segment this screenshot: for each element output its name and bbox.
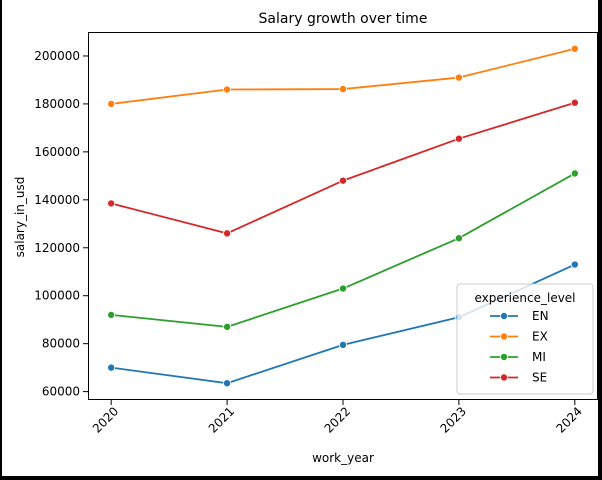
data-point (223, 85, 232, 94)
y-tick-label: 120000 (34, 241, 80, 255)
chart-title: Salary growth over time (259, 11, 428, 27)
data-point (570, 169, 579, 178)
data-point (454, 73, 463, 82)
data-point (338, 284, 347, 293)
y-tick-label: 80000 (42, 337, 80, 351)
data-point (454, 134, 463, 143)
data-point (223, 379, 232, 388)
legend-marker (499, 352, 508, 361)
x-tick-label: 2024 (553, 404, 584, 435)
data-point (338, 340, 347, 349)
plot-area-frame (88, 32, 598, 400)
x-axis-label: work_year (312, 451, 374, 465)
series-line (111, 47, 576, 105)
data-point (570, 44, 579, 53)
data-point (338, 176, 347, 185)
x-tick-label: 2020 (90, 404, 121, 435)
legend-marker (499, 373, 508, 382)
data-point (223, 322, 232, 331)
legend-marker (499, 311, 508, 320)
data-point (107, 99, 116, 108)
y-tick-label: 180000 (34, 97, 80, 111)
y-axis-label: salary_in_usd (13, 177, 27, 258)
legend: experience_level EN EX MI SE (456, 283, 594, 395)
y-tick-label: 140000 (34, 193, 80, 207)
legend-label: MI (532, 350, 546, 364)
legend-item-ex: EX (490, 330, 548, 344)
data-point (338, 85, 347, 94)
y-tick-label: 100000 (34, 289, 80, 303)
series-se (107, 98, 579, 238)
data-point (570, 260, 579, 269)
legend-item-mi: MI (490, 350, 546, 364)
legend-marker (499, 332, 508, 341)
legend-label: EX (532, 330, 548, 344)
y-tick-label: 60000 (42, 385, 80, 399)
x-tick-label: 2023 (438, 404, 469, 435)
legend-box (456, 283, 594, 395)
data-point (570, 98, 579, 107)
series-mi (107, 169, 579, 331)
data-point (454, 234, 463, 243)
data-point (223, 229, 232, 238)
series-line (110, 101, 576, 235)
data-point (107, 199, 116, 208)
y-tick-label: 160000 (34, 145, 80, 159)
legend-label: EN (532, 309, 549, 323)
x-tick-label: 2022 (322, 404, 353, 435)
legend-item-en: EN (490, 309, 549, 323)
legend-label: SE (532, 371, 547, 385)
series-ex (107, 44, 579, 108)
data-point (107, 363, 116, 372)
y-tick-label: 200000 (34, 49, 80, 63)
legend-title: experience_level (474, 291, 575, 305)
legend-item-se: SE (490, 371, 547, 385)
x-tick-label: 2021 (206, 404, 237, 435)
data-point (107, 310, 116, 319)
